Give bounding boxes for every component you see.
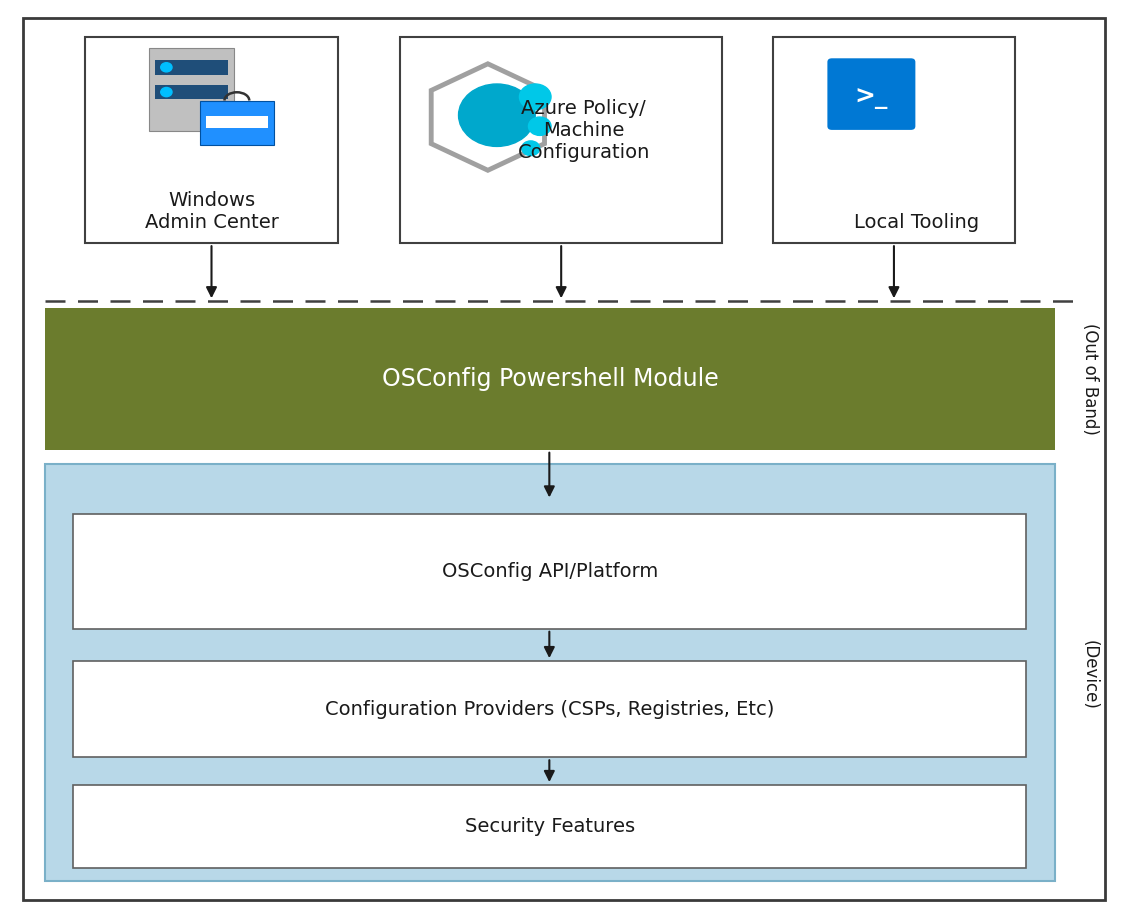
Text: >_: >_ bbox=[855, 84, 888, 109]
Text: OSConfig API/Platform: OSConfig API/Platform bbox=[442, 562, 658, 581]
Text: Windows
Admin Center: Windows Admin Center bbox=[144, 191, 279, 232]
Bar bbox=[201, 100, 274, 144]
Polygon shape bbox=[431, 63, 545, 170]
Text: (Out of Band): (Out of Band) bbox=[1081, 323, 1099, 435]
Circle shape bbox=[528, 117, 550, 135]
Text: Security Features: Security Features bbox=[465, 817, 635, 835]
Text: Local Tooling: Local Tooling bbox=[854, 213, 979, 232]
Bar bbox=[73, 661, 1026, 757]
Text: OSConfig Powershell Module: OSConfig Powershell Module bbox=[381, 366, 719, 391]
Bar bbox=[73, 514, 1026, 629]
FancyBboxPatch shape bbox=[828, 58, 916, 129]
Bar bbox=[156, 60, 228, 74]
Text: (Device): (Device) bbox=[1081, 640, 1099, 710]
Bar bbox=[149, 48, 235, 130]
Circle shape bbox=[519, 84, 550, 109]
Circle shape bbox=[521, 140, 540, 156]
Bar bbox=[400, 37, 722, 243]
Bar bbox=[85, 37, 338, 243]
Bar bbox=[45, 308, 1055, 450]
Bar bbox=[773, 37, 1015, 243]
Circle shape bbox=[161, 87, 171, 96]
Bar bbox=[45, 464, 1055, 881]
Bar bbox=[156, 84, 228, 99]
Bar bbox=[73, 785, 1026, 868]
Circle shape bbox=[161, 62, 171, 72]
Text: Configuration Providers (CSPs, Registries, Etc): Configuration Providers (CSPs, Registrie… bbox=[325, 700, 775, 719]
Circle shape bbox=[458, 84, 535, 146]
Text: Azure Policy/
Machine
Configuration: Azure Policy/ Machine Configuration bbox=[518, 99, 650, 162]
Bar bbox=[205, 116, 267, 128]
